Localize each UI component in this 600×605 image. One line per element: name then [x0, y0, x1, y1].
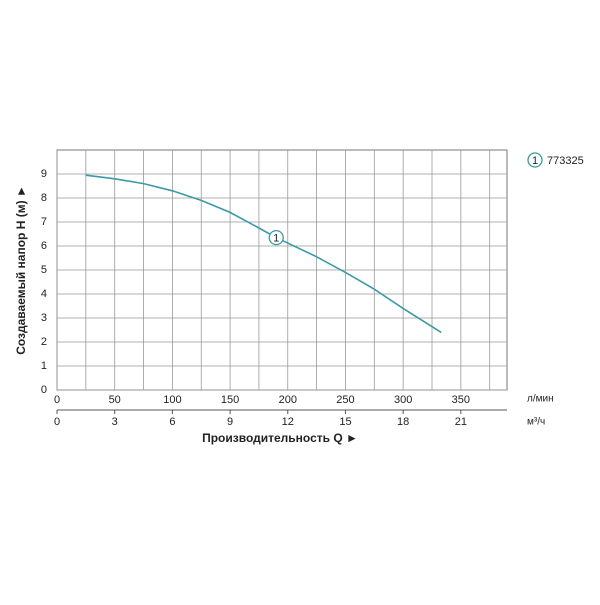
x2-tick-label: 18: [397, 416, 409, 428]
x2-tick-label: 3: [112, 416, 118, 428]
x-tick-label: 150: [221, 394, 239, 406]
x-unit: л/мин: [527, 394, 554, 405]
x2-tick-label: 21: [455, 416, 467, 428]
x2-tick-label: 9: [227, 416, 233, 428]
y-axis-label: Создаваемый напор H (м) ►: [14, 185, 28, 355]
y-tick-label: 9: [41, 168, 47, 180]
x-tick-label: 100: [163, 394, 181, 406]
legend-label: 773325: [547, 155, 584, 167]
curve-marker: [268, 229, 284, 246]
curve-marker-label: 1: [273, 233, 279, 245]
x2-tick-label: 12: [282, 416, 294, 428]
x-tick-label: 200: [279, 394, 297, 406]
y-tick-label: 5: [41, 264, 47, 276]
legend-marker-label: 1: [532, 155, 538, 167]
x-tick-label: 350: [452, 394, 470, 406]
x-axis-label: Производительность Q ►: [202, 431, 358, 445]
y-tick-label: 3: [41, 312, 47, 324]
x2-tick-label: 0: [54, 416, 60, 428]
x-tick-label: 0: [54, 394, 60, 406]
legend-marker: [527, 152, 543, 168]
y-tick-label: 7: [41, 216, 47, 228]
x2-tick-label: 15: [339, 416, 351, 428]
x-tick-label: 300: [394, 394, 412, 406]
x-tick-label: 50: [109, 394, 121, 406]
y-tick-label: 0: [41, 384, 47, 396]
y-tick-label: 2: [41, 336, 47, 348]
y-tick-label: 8: [41, 192, 47, 204]
x2-unit: м³/ч: [527, 417, 545, 428]
y-tick-label: 1: [41, 360, 47, 372]
x2-tick-label: 6: [169, 416, 175, 428]
x-tick-label: 250: [336, 394, 354, 406]
y-tick-label: 6: [41, 240, 47, 252]
y-tick-label: 4: [41, 288, 47, 300]
curve: [85, 174, 442, 334]
